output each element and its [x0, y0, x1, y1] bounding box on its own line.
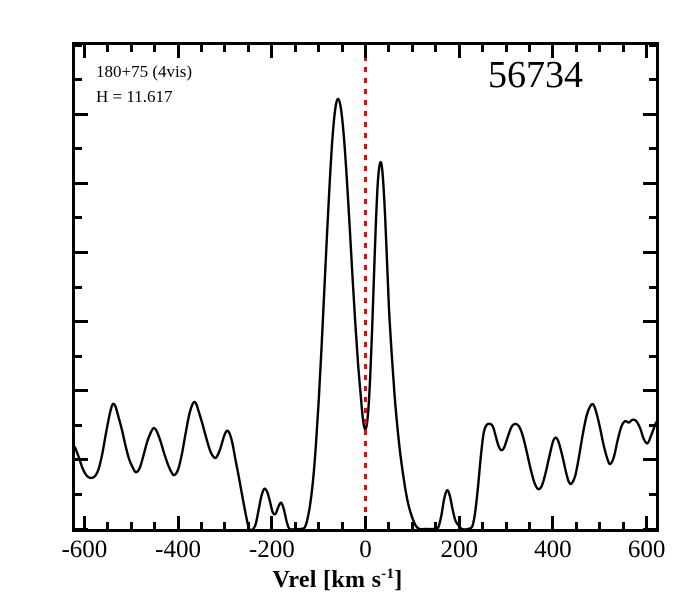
x-tick--450	[153, 522, 157, 529]
x-tick-top-550	[621, 45, 625, 52]
x-tick-300	[504, 522, 508, 529]
x-tick-top--600	[82, 45, 86, 58]
x-tick--300	[223, 522, 227, 529]
y-tick-right-17.5	[649, 216, 656, 220]
x-tick-100	[410, 522, 414, 529]
x-tick-350	[527, 522, 531, 529]
y-tick-right-25	[643, 112, 656, 116]
x-tick-250	[481, 522, 485, 529]
y-tick-right-10	[643, 320, 656, 324]
x-tick--250	[246, 522, 250, 529]
x-tick-top-150	[434, 45, 438, 52]
y-tick-right-5	[643, 389, 656, 393]
zero-velocity-line	[364, 45, 367, 529]
y-axis-title: CCF*100	[0, 251, 5, 349]
x-tick-400	[551, 516, 555, 529]
x-tick-200	[457, 516, 461, 529]
annotation-target-id: 180+75 (4vis)	[96, 62, 192, 81]
plot-area	[75, 45, 656, 529]
y-tick-right-27.5	[649, 78, 656, 82]
annotation-magnitude: H = 11.617	[96, 86, 173, 106]
x-tick-top--400	[176, 45, 180, 58]
x-tick-top-300	[504, 45, 508, 52]
x-tick-top-400	[551, 45, 555, 58]
x-tick-top--200	[270, 45, 274, 58]
plot-frame	[72, 42, 659, 532]
x-tick-label--600: -600	[61, 536, 108, 563]
x-tick-label--200: -200	[248, 536, 295, 563]
y-tick-right-20	[643, 181, 656, 185]
y-tick-12.5	[75, 285, 82, 289]
y-tick-25	[75, 112, 88, 116]
y-tick-20	[75, 181, 88, 185]
x-tick-top-450	[574, 45, 578, 52]
x-tick-label-400: 400	[534, 536, 572, 563]
x-tick-150	[434, 522, 438, 529]
x-tick-label-200: 200	[440, 536, 478, 563]
x-tick-top--300	[223, 45, 227, 52]
y-tick-15	[75, 250, 88, 254]
x-tick--50	[340, 522, 344, 529]
x-tick--200	[270, 516, 274, 529]
x-axis-title-exponent: -1	[381, 566, 395, 582]
x-tick-top-100	[410, 45, 414, 52]
y-tick--5	[75, 527, 88, 529]
y-tick-right-22.5	[649, 147, 656, 151]
x-tick--400	[176, 516, 180, 529]
x-tick-50	[387, 522, 391, 529]
y-tick-5	[75, 389, 88, 393]
plot-title-mjd: 56734	[488, 54, 583, 96]
y-tick-22.5	[75, 147, 82, 151]
x-tick--550	[106, 522, 110, 529]
x-tick-label-0: 0	[359, 536, 372, 563]
x-tick-0	[364, 516, 367, 529]
x-tick-top--450	[153, 45, 157, 52]
x-tick-top--550	[106, 45, 110, 52]
x-tick-top--350	[200, 45, 203, 52]
x-tick--150	[293, 522, 297, 529]
x-tick--100	[317, 522, 321, 529]
x-tick-label--400: -400	[155, 536, 201, 563]
y-tick-10	[75, 320, 88, 324]
x-tick-top-500	[598, 45, 602, 52]
annotation-block: 180+75 (4vis) H = 11.617	[96, 60, 192, 109]
x-tick-top--500	[129, 45, 133, 52]
y-tick-right-7.5	[649, 354, 656, 358]
y-tick-right--2.5	[649, 492, 656, 496]
x-axis-title: Vrel [km s-1]	[272, 566, 403, 593]
x-tick-top-0	[364, 45, 367, 58]
y-tick-right--5	[643, 527, 656, 529]
y-tick-17.5	[75, 216, 82, 220]
x-tick-top--50	[340, 45, 344, 52]
x-tick-top--150	[293, 45, 297, 52]
x-tick-top-200	[457, 45, 461, 58]
x-tick-top--250	[246, 45, 250, 52]
x-tick--350	[200, 522, 203, 529]
y-tick-30	[75, 45, 82, 47]
x-tick-500	[598, 522, 602, 529]
y-tick-2.5	[75, 423, 82, 427]
x-tick-top-50	[387, 45, 391, 52]
x-tick-top-250	[481, 45, 485, 52]
x-tick-600	[645, 516, 649, 529]
x-tick-top-600	[645, 45, 649, 58]
x-tick-top--100	[317, 45, 321, 52]
y-tick-7.5	[75, 354, 82, 358]
x-tick--500	[129, 522, 133, 529]
y-tick-0	[75, 458, 88, 462]
y-tick--2.5	[75, 492, 82, 496]
x-tick-450	[574, 522, 578, 529]
y-tick-right-12.5	[649, 285, 656, 289]
x-tick-550	[621, 522, 625, 529]
x-tick--600	[82, 516, 86, 529]
y-tick-27.5	[75, 78, 82, 82]
y-tick-right-2.5	[649, 423, 656, 427]
y-tick-right-0	[643, 458, 656, 462]
x-tick-top-350	[527, 45, 531, 52]
y-tick-right-30	[649, 45, 656, 47]
x-tick-label-600: 600	[627, 536, 666, 563]
y-tick-right-15	[643, 250, 656, 254]
